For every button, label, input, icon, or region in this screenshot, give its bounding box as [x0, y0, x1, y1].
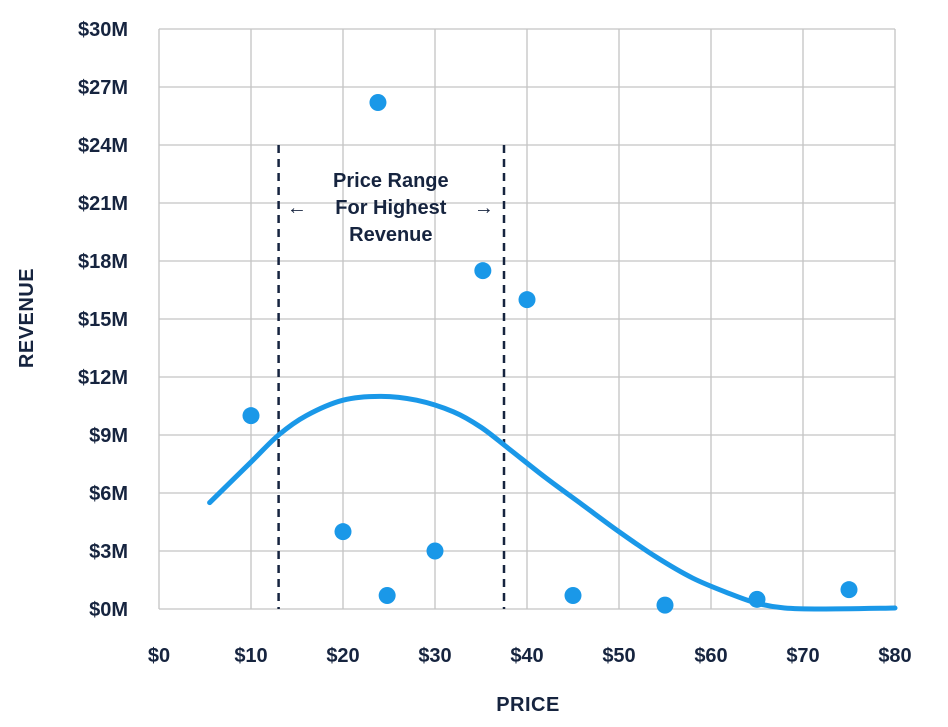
right-arrow-icon: → — [474, 197, 494, 219]
y-tick-label: $18M — [78, 251, 128, 273]
y-tick-label: $30M — [78, 19, 128, 41]
data-point — [840, 581, 858, 599]
y-tick-label: $9M — [89, 425, 128, 447]
y-tick-label: $21M — [78, 193, 128, 215]
data-point — [242, 407, 260, 425]
y-tick-label: $12M — [78, 367, 128, 389]
data-point — [748, 590, 766, 608]
data-point — [426, 542, 444, 560]
x-tick-labels: $0 $10 $20 $30 $40 $50 $60 $70 $80 — [148, 645, 912, 667]
x-tick-label: $0 — [148, 645, 170, 667]
x-tick-label: $30 — [418, 645, 451, 667]
y-tick-label: $24M — [78, 135, 128, 157]
y-tick-label: $27M — [78, 77, 128, 99]
y-tick-label: $6M — [89, 483, 128, 505]
x-tick-label: $60 — [694, 645, 727, 667]
left-arrow-icon: ← — [287, 197, 307, 219]
x-tick-label: $70 — [786, 645, 819, 667]
data-point — [474, 262, 492, 280]
data-point — [378, 586, 396, 604]
data-point — [564, 586, 582, 604]
data-points — [242, 93, 858, 614]
range-markers — [277, 145, 506, 609]
x-tick-label: $10 — [234, 645, 267, 667]
x-tick-label: $20 — [326, 645, 359, 667]
x-tick-label: $50 — [602, 645, 635, 667]
data-point — [369, 93, 387, 111]
y-tick-label: $15M — [78, 309, 128, 331]
x-axis-label: PRICE — [496, 694, 560, 716]
y-tick-label: $0M — [89, 599, 128, 621]
price-range-annotation: Price Range For Highest Revenue ← → — [287, 170, 494, 246]
grid — [158, 28, 896, 610]
trend-curve — [207, 393, 898, 612]
annotation-line-3: Revenue — [349, 224, 432, 246]
data-point — [656, 596, 674, 614]
data-point — [518, 291, 536, 309]
x-tick-label: $40 — [510, 645, 543, 667]
data-point — [334, 523, 352, 541]
y-tick-label: $3M — [89, 541, 128, 563]
x-tick-label: $80 — [878, 645, 911, 667]
annotation-line-2: For Highest — [335, 197, 446, 219]
y-tick-labels: $0M $3M $6M $9M $12M $15M $18M $21M $24M $27M $30M — [78, 19, 128, 621]
annotation-line-1: Price Range — [333, 170, 449, 192]
y-axis-label: REVENUE — [16, 268, 38, 368]
